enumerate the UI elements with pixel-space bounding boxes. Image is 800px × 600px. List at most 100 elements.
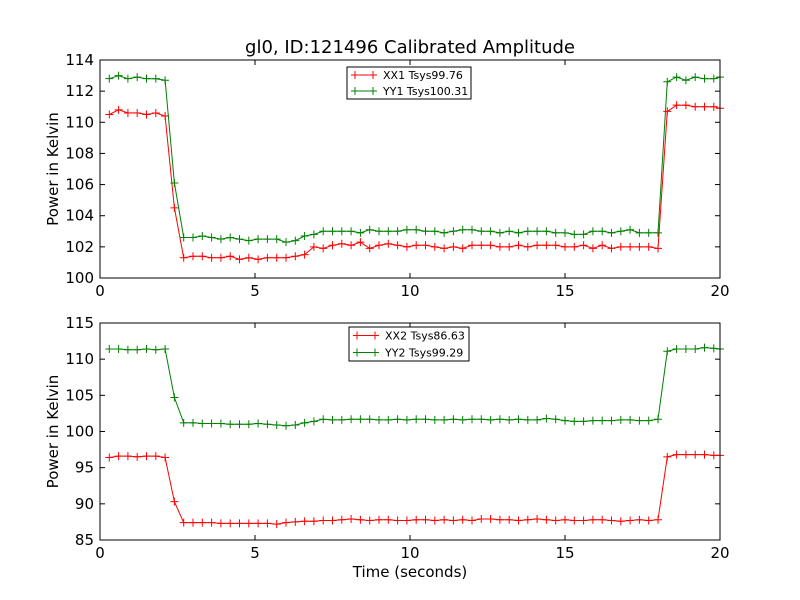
data-point-1-0-60 [663, 452, 672, 461]
data-point-0-0-65 [709, 102, 718, 111]
data-point-1-0-29 [375, 515, 383, 524]
data-point-0-0-64 [700, 102, 709, 111]
data-point-1-0-22 [309, 517, 318, 526]
data-point-1-1-55 [616, 415, 625, 424]
data-point-0-0-4 [142, 110, 151, 119]
data-point-0-0-60 [663, 107, 672, 116]
data-point-0-0-59 [654, 244, 662, 253]
data-point-0-1-64 [700, 74, 709, 83]
data-point-1-1-37 [449, 415, 458, 424]
x-tick-label-0-2: 10 [400, 282, 419, 300]
data-point-0-0-42 [495, 242, 504, 251]
y-tick-label-0-6: 112 [65, 82, 94, 100]
data-point-0-0-19 [282, 253, 290, 262]
data-point-0-1-54 [607, 228, 616, 237]
data-point-0-1-16 [254, 235, 263, 244]
data-point-0-1-8 [179, 233, 188, 242]
data-point-1-0-28 [365, 516, 374, 525]
data-point-0-1-56 [626, 225, 635, 234]
y-tick-label-0-0: 100 [65, 269, 94, 287]
data-point-1-1-41 [486, 415, 495, 424]
data-point-0-0-5 [151, 108, 160, 117]
x-tick-label-0-1: 5 [250, 282, 260, 300]
data-point-1-1-57 [635, 416, 644, 425]
data-point-1-0-61 [672, 450, 681, 459]
data-point-0-0-54 [607, 244, 616, 253]
data-point-1-1-32 [402, 415, 411, 424]
data-point-1-0-31 [393, 516, 402, 525]
data-point-1-0-58 [644, 516, 653, 525]
top-subplot: 0 5 10 15 20 100 102 104 106 108 110 112 114 Power in… [44, 51, 730, 300]
data-point-0-0-40 [477, 241, 486, 250]
data-point-1-0-56 [626, 516, 635, 525]
data-point-1-1-17 [263, 420, 272, 429]
data-point-1-1-52 [588, 416, 597, 425]
data-point-0-1-28 [365, 225, 374, 234]
data-point-0-1-42 [495, 228, 504, 237]
data-point-0-1-13 [226, 233, 235, 242]
data-point-0-0-55 [616, 242, 625, 251]
data-point-1-0-35 [430, 516, 439, 525]
x-axis-label-1: Time (seconds) [352, 563, 468, 581]
data-point-0-0-3 [133, 108, 142, 117]
data-point-1-0-8 [179, 518, 188, 527]
legend-label-1-1: YY2 Tsys99.29 [384, 347, 463, 360]
data-point-0-0-23 [319, 244, 328, 253]
data-point-0-0-34 [421, 241, 430, 250]
data-point-0-1-38 [458, 225, 467, 234]
legend-marker-1-0-1 [371, 331, 379, 340]
data-point-0-1-23 [319, 227, 328, 236]
x-tick-label-1-4: 20 [710, 544, 729, 562]
data-point-1-0-19 [282, 518, 290, 527]
data-point-1-1-10 [198, 419, 207, 428]
data-point-0-0-13 [226, 252, 235, 261]
chart-title: gl0, ID:121496 Calibrated Amplitude [245, 37, 575, 58]
data-point-0-1-9 [189, 233, 197, 242]
data-point-1-1-35 [430, 415, 439, 424]
y-tick-label-0-2: 104 [65, 207, 94, 225]
data-point-0-0-14 [235, 255, 244, 264]
data-point-1-1-22 [309, 417, 318, 426]
data-point-0-0-38 [458, 244, 467, 253]
y-tick-label-0-7: 114 [65, 51, 94, 69]
data-point-0-1-4 [142, 74, 151, 83]
data-point-1-1-59 [654, 415, 662, 424]
data-point-0-0-48 [551, 241, 560, 250]
data-point-1-0-3 [133, 452, 142, 461]
data-point-1-0-53 [598, 515, 607, 524]
data-point-1-0-16 [254, 519, 263, 528]
data-point-0-1-45 [523, 227, 532, 236]
data-point-1-1-53 [598, 416, 607, 425]
data-point-1-1-25 [337, 415, 346, 424]
data-point-1-1-56 [626, 415, 635, 424]
data-point-1-1-20 [291, 420, 300, 429]
data-point-1-0-62 [681, 450, 690, 459]
data-point-1-0-52 [588, 515, 597, 524]
x-tick-label-0-4: 20 [710, 282, 729, 300]
data-point-1-1-58 [644, 416, 653, 425]
data-point-1-1-13 [226, 420, 235, 429]
data-point-0-0-56 [626, 242, 635, 251]
data-point-1-1-65 [709, 344, 718, 353]
data-point-0-1-29 [375, 227, 383, 236]
legend-box-1 [348, 326, 470, 362]
data-point-1-1-11 [207, 419, 216, 428]
data-point-0-1-31 [393, 227, 402, 236]
data-point-0-1-30 [384, 227, 393, 236]
data-point-1-1-42 [495, 415, 504, 424]
data-point-0-1-44 [514, 228, 523, 237]
data-point-1-1-23 [319, 415, 328, 424]
bottom-subplot: 0 5 10 15 20 85 90 95 100 105 110 115 Power in Kelvi… [44, 314, 730, 581]
data-point-0-0-9 [189, 252, 197, 261]
data-point-1-0-7 [170, 497, 179, 506]
x-tick-label-0-0: 0 [95, 282, 105, 300]
data-point-1-1-46 [533, 415, 542, 424]
data-point-0-0-62 [681, 101, 690, 110]
data-point-1-0-34 [421, 515, 430, 524]
data-point-0-0-22 [309, 242, 318, 251]
data-point-1-0-43 [505, 515, 514, 524]
data-point-1-0-12 [216, 519, 225, 528]
legend-1: XX2 Tsys86.63 YY2 Tsys99.29 [348, 326, 470, 362]
data-point-0-1-11 [207, 233, 216, 242]
data-point-1-0-6 [161, 453, 170, 462]
